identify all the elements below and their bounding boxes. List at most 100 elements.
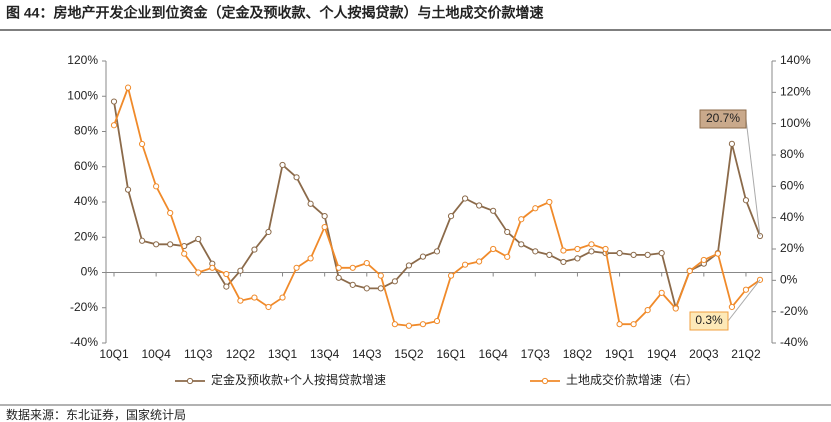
point [293,174,300,181]
leader [745,118,761,237]
point [138,140,146,148]
x-tick-label: 21Q2 [731,347,761,361]
y2-tick-label: 140% [780,53,811,67]
label-box [689,311,729,331]
point [447,272,455,279]
y2-tick-label: 0% [780,273,798,287]
y2-tick-label: 20% [780,241,804,255]
point [490,207,497,214]
point [251,294,258,301]
point [167,241,174,248]
point [504,228,511,236]
point [307,200,314,207]
x-tick-label: 14Q3 [352,347,382,361]
point [644,307,651,314]
point [518,241,525,248]
point [265,303,272,311]
y-tick-label: 0% [81,265,99,279]
point [223,283,230,290]
point [110,98,118,105]
point [504,253,511,260]
point [630,251,637,258]
point [476,202,483,209]
y2-tick-label: 60% [780,179,804,193]
point [124,186,132,193]
point [335,264,342,271]
x-tick-label: 10Q1 [99,347,129,361]
point [630,321,637,328]
y-tick-label: 120% [67,53,98,67]
point [518,216,525,223]
point [742,197,750,204]
point [461,195,469,202]
legend-label: 土地成交价款增速（右） [566,372,698,387]
series-line [113,101,761,311]
point [686,267,693,275]
point [658,250,665,257]
y-tick-label: -20% [70,300,98,314]
point [405,262,413,269]
point [223,270,230,278]
x-tick-label: 19Q1 [605,347,635,361]
data-label: 0.3% [695,313,723,327]
point [237,267,244,274]
point [588,248,595,255]
point [560,247,567,254]
legend-marker [186,377,194,385]
x-tick-label: 12Q2 [226,347,256,361]
x-tick-label: 11Q3 [184,347,213,361]
point [251,246,258,253]
leader [727,279,761,322]
point [349,264,356,271]
x-tick-label: 13Q4 [310,347,340,361]
point [153,183,160,190]
point [447,213,455,220]
x-tick-label: 15Q2 [394,347,424,361]
point [560,258,567,266]
point [461,261,469,268]
x-tick-label: 17Q3 [521,347,551,361]
x-tick-label: 18Q2 [563,347,593,361]
point [419,321,427,328]
point [279,161,286,169]
x-tick-label: 10Q4 [141,347,171,361]
x-tick-label: 19Q4 [647,347,677,361]
series-line [113,84,761,327]
point [714,250,721,257]
point [237,297,244,304]
x-tick-label: 16Q1 [436,347,466,361]
y-tick-label: 60% [74,159,98,173]
point [391,278,398,285]
point [153,241,160,248]
x-tick-label: 13Q1 [268,347,298,361]
y-tick-label: 20% [74,229,98,243]
legend-label: 定金及预收款+个人按揭贷款增速 [211,372,386,387]
point [532,248,539,255]
point [616,250,623,257]
point [167,209,174,217]
x-tick-label: 16Q4 [478,347,508,361]
point [377,272,384,279]
y-tick-label: 40% [74,194,98,208]
point [490,245,497,253]
point [616,321,623,328]
point [377,285,384,292]
point [321,213,328,220]
point [644,251,651,258]
y-tick-label: -40% [70,335,98,349]
source: 数据来源：东北证券，国家统计局 [6,407,186,422]
point [195,269,202,276]
legend-marker [541,377,549,385]
point [574,245,581,253]
point [293,264,300,271]
point [195,235,202,243]
point [742,286,750,293]
point [138,237,146,244]
point [110,122,118,129]
point [335,274,342,281]
y-tick-label: 100% [67,88,98,102]
point [728,303,736,311]
point [588,241,595,248]
y2-tick-label: -40% [780,335,808,349]
